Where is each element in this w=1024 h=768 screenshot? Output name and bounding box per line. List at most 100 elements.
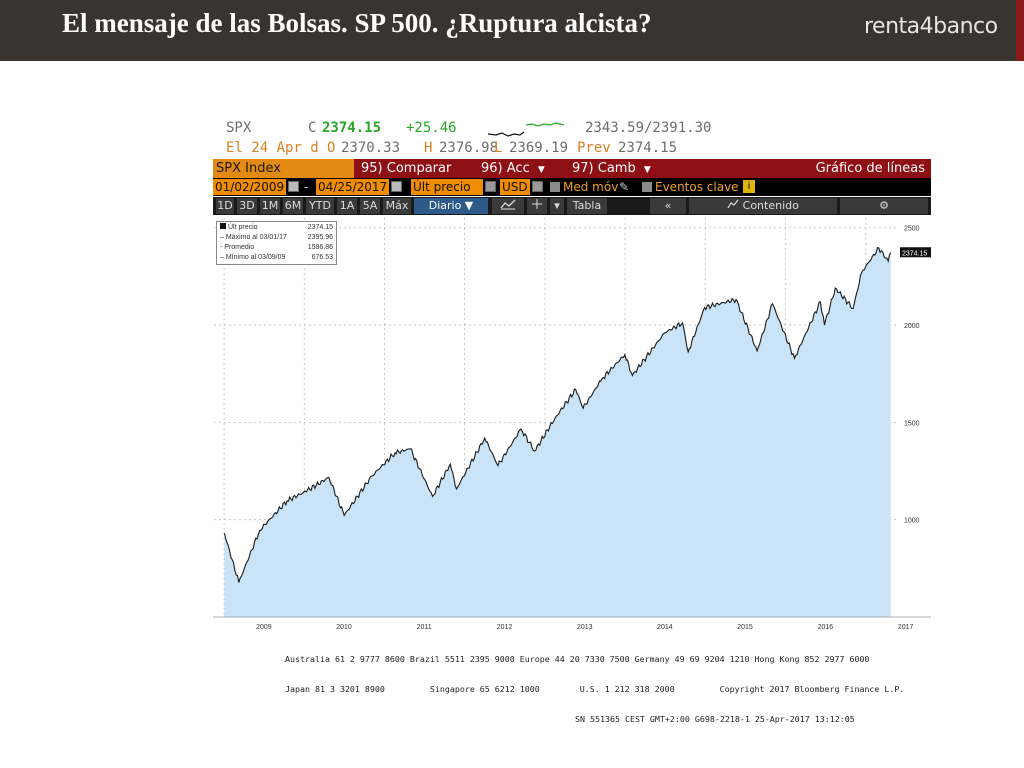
footer-line-session: SN 551365 CEST GMT+2:00 G698-2218-1 25-A… xyxy=(575,714,855,724)
index-field[interactable]: SPX Index xyxy=(213,159,354,178)
date-dash: - xyxy=(304,180,309,194)
footer-line-contacts: Australia 61 2 9777 8600 Brazil 5511 239… xyxy=(285,654,870,664)
range-1d[interactable]: 1D xyxy=(216,198,234,214)
end-date-field[interactable]: 04/25/2017 xyxy=(316,179,389,195)
y-tick-label: 2000 xyxy=(904,323,920,330)
settings-icon[interactable]: ⚙ xyxy=(840,198,928,214)
table-button[interactable]: Tabla xyxy=(567,198,607,214)
legend-value: 676.53 xyxy=(311,254,333,261)
content-button[interactable]: Contenido xyxy=(689,198,837,214)
legend-row-min: – Mínimo al 03/09/09 676.53 xyxy=(220,254,333,261)
chart-legend: Últ precio 2374.15 – Máximo al 03/01/17 … xyxy=(216,221,337,265)
y-tick-label: 2500 xyxy=(904,226,920,233)
start-date-field[interactable]: 01/02/2009 xyxy=(213,179,286,195)
sparkline-icon xyxy=(488,122,565,137)
last-price: 2374.15 xyxy=(322,120,382,136)
range-3d[interactable]: 3D xyxy=(237,198,257,214)
legend-label: Máximo al 03/01/17 xyxy=(225,234,287,241)
legend-value: 2374.15 xyxy=(307,224,333,231)
open-value: 2370.33 xyxy=(341,140,401,156)
accent-tab xyxy=(1016,0,1024,61)
x-tick-label: 2016 xyxy=(818,624,834,631)
open-label: O xyxy=(327,140,336,156)
chevron-down-icon[interactable] xyxy=(532,181,543,192)
high-label: H xyxy=(424,140,433,156)
range-toolbar: 1D 3D 1M 6M YTD 1A 5A Máx Diario ▼ ▾ Tab… xyxy=(213,197,931,215)
compare-label: Comparar xyxy=(386,161,452,176)
brand-logo: renta4banco xyxy=(864,14,998,39)
last-value-badge xyxy=(900,247,931,258)
footer-line-copyright: Japan 81 3 3201 8900 Singapore 65 6212 1… xyxy=(285,684,905,694)
calendar-icon[interactable] xyxy=(391,181,402,192)
period-select[interactable]: Diario ▼ xyxy=(414,198,488,214)
price-chart: 1000 1500 2000 2500 2009 2010 2011 2012 2013 2014… xyxy=(213,215,931,670)
bloomberg-panel: SPX C 2374.15 +25.46 2343.59/2391.30 El … xyxy=(213,118,931,724)
series-area xyxy=(224,247,891,617)
chevron-down-icon[interactable] xyxy=(485,181,496,192)
last-value-label: 2374.15 xyxy=(902,250,927,257)
calendar-icon[interactable] xyxy=(288,181,299,192)
compare-menu[interactable]: 95) Comparar xyxy=(361,159,451,178)
currency-select[interactable]: USD xyxy=(500,179,530,195)
edit-num: 97) xyxy=(572,161,594,176)
chart-type-title: Gráfico de líneas xyxy=(815,161,925,176)
y-tick-label: 1500 xyxy=(904,420,920,427)
key-events-label: Eventos clave xyxy=(655,180,739,194)
field-select[interactable]: Últ precio xyxy=(411,179,483,195)
range-1a[interactable]: 1A xyxy=(337,198,357,214)
x-tick-label: 2015 xyxy=(737,624,753,631)
legend-row-last: Últ precio 2374.15 xyxy=(220,223,333,233)
x-tick-label: 2017 xyxy=(898,624,914,631)
date-label: El 24 Apr d xyxy=(226,140,319,156)
x-tick-label: 2010 xyxy=(336,624,352,631)
low-value: 2369.19 xyxy=(509,140,569,156)
prev-value: 2374.15 xyxy=(618,140,678,156)
line-chart-icon[interactable] xyxy=(492,198,524,214)
range-ytd[interactable]: YTD xyxy=(306,198,334,214)
series-line xyxy=(223,246,892,583)
slide-header: El mensaje de las Bolsas. SP 500. ¿Ruptu… xyxy=(0,0,1024,61)
chevron-down-icon: ▼ xyxy=(643,165,651,175)
chevron-down-icon[interactable]: ▾ xyxy=(550,198,564,214)
actions-menu[interactable]: 96) Acc ▼ xyxy=(481,159,545,178)
range-6m[interactable]: 6M xyxy=(283,198,303,214)
day-range: 2343.59/2391.30 xyxy=(585,120,712,136)
close-label: C xyxy=(308,120,317,136)
edit-menu[interactable]: 97) Camb ▼ xyxy=(572,159,651,178)
key-events-checkbox[interactable] xyxy=(642,182,652,192)
low-label: L xyxy=(494,140,503,156)
x-tick-label: 2011 xyxy=(417,624,432,631)
ticker: SPX xyxy=(226,120,252,136)
x-tick-label: 2013 xyxy=(577,624,593,631)
bloomberg-footer: Australia 61 2 9777 8600 Brazil 5511 239… xyxy=(285,634,931,744)
legend-value: 1586.86 xyxy=(307,244,333,251)
compare-num: 95) xyxy=(361,161,383,176)
legend-row-max: – Máximo al 03/01/17 2395.96 xyxy=(220,234,333,241)
actions-num: 96) xyxy=(481,161,503,176)
actions-label: Acc xyxy=(506,161,530,176)
range-max[interactable]: Máx xyxy=(383,198,411,214)
pencil-icon[interactable]: ✎ xyxy=(619,180,630,194)
range-1m[interactable]: 1M xyxy=(260,198,280,214)
y-tick-label: 1000 xyxy=(904,518,920,525)
crosshair-icon[interactable] xyxy=(527,198,547,214)
x-tick-label: 2014 xyxy=(657,624,673,631)
edit-label: Camb xyxy=(597,161,636,176)
chart-icon xyxy=(727,199,739,209)
chevron-down-icon: ▼ xyxy=(537,165,545,175)
legend-label: Mínimo al 03/09/09 xyxy=(225,254,286,261)
legend-label: Últ precio xyxy=(228,224,258,231)
moving-average-label: Med móv xyxy=(563,180,619,194)
function-bar: SPX Index 95) Comparar 96) Acc ▼ 97) Cam… xyxy=(213,159,931,178)
chart-svg: 1000 1500 2000 2500 2009 2010 2011 2012 2013 2014… xyxy=(213,215,931,631)
info-icon[interactable]: i xyxy=(743,180,755,193)
content-label: Contenido xyxy=(742,199,799,212)
legend-label: Promedio xyxy=(224,244,255,251)
back-button[interactable]: « xyxy=(650,198,686,214)
legend-value: 2395.96 xyxy=(307,234,333,241)
slide-title: El mensaje de las Bolsas. SP 500. ¿Ruptu… xyxy=(62,8,652,38)
net-change: +25.46 xyxy=(406,120,457,136)
range-5a[interactable]: 5A xyxy=(360,198,380,214)
legend-row-avg: - Promedio 1586.86 xyxy=(220,244,333,251)
moving-average-checkbox[interactable] xyxy=(550,182,560,192)
